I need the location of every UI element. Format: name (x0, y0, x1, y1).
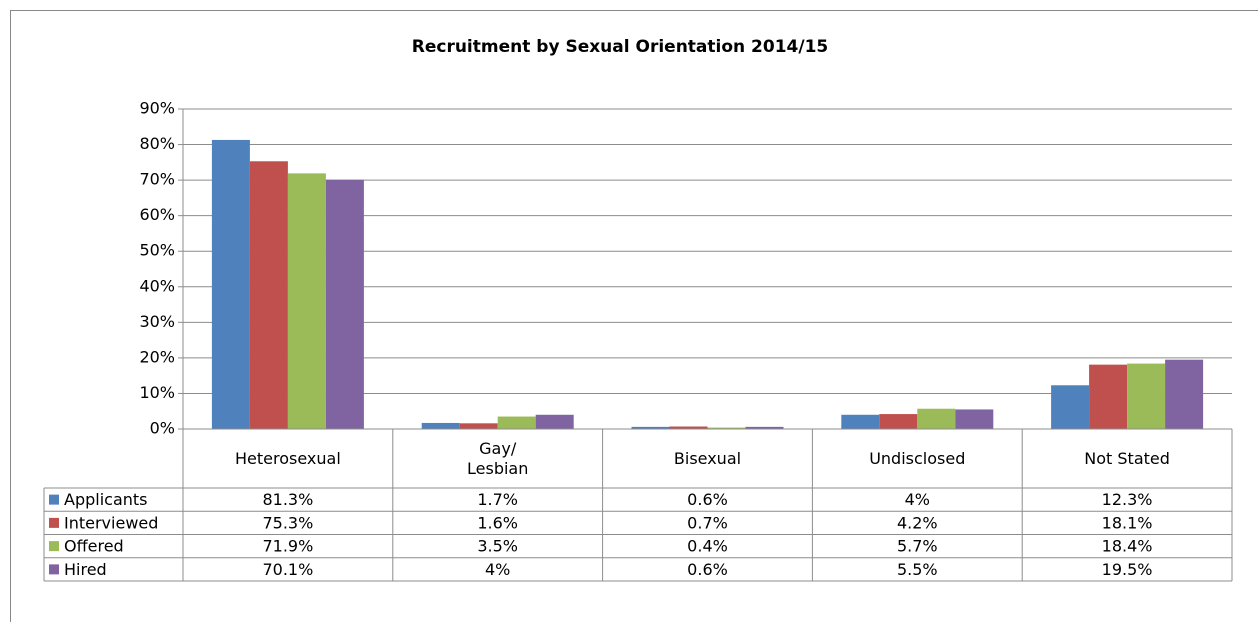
data-label: 0.6% (687, 560, 728, 579)
bar (631, 426, 670, 429)
data-label: 0.7% (687, 513, 728, 532)
legend-swatch (49, 517, 59, 528)
data-label: 5.5% (897, 560, 938, 579)
x-tick-label: Heterosexual (235, 448, 341, 468)
data-label: 0.6% (687, 490, 728, 509)
x-tick-label: Undisclosed (869, 448, 966, 468)
bar (879, 414, 918, 429)
y-tick-label: 0% (150, 419, 175, 438)
bar (669, 426, 708, 429)
bar (535, 414, 574, 429)
bar (249, 161, 288, 429)
bar (1165, 359, 1204, 429)
legend-label: Applicants (64, 490, 148, 509)
data-label: 71.9% (262, 537, 313, 556)
legend-swatch (49, 541, 59, 552)
x-tick-label: Not Stated (1084, 448, 1170, 468)
data-label: 4.2% (897, 513, 938, 532)
x-tick-label: Bisexual (673, 448, 742, 468)
y-tick-label: 60% (139, 205, 175, 224)
bar (745, 426, 784, 429)
bar (1089, 364, 1128, 429)
data-label: 4% (905, 490, 930, 509)
data-label: 19.5% (1102, 560, 1153, 579)
chart-border (10, 10, 1258, 622)
data-label: 12.3% (1102, 490, 1153, 509)
bar (955, 409, 994, 429)
data-label: 1.6% (477, 513, 518, 532)
y-tick-label: 20% (139, 347, 175, 366)
bar (841, 414, 880, 429)
y-tick-label: 30% (139, 312, 175, 331)
y-tick-label: 50% (139, 241, 175, 260)
bar (287, 173, 326, 429)
legend-label: Interviewed (64, 513, 158, 532)
chart-title: Recruitment by Sexual Orientation 2014/1… (412, 37, 828, 57)
bar (917, 408, 956, 429)
legend-swatch (49, 564, 59, 575)
bar (1127, 363, 1166, 429)
data-label: 3.5% (477, 537, 518, 556)
data-label: 18.4% (1102, 537, 1153, 556)
bar (1051, 385, 1090, 429)
data-label: 1.7% (477, 490, 518, 509)
bar (707, 427, 746, 429)
data-label: 5.7% (897, 537, 938, 556)
y-tick-label: 10% (139, 383, 175, 402)
bar (497, 416, 536, 429)
legend-label: Offered (64, 537, 124, 556)
bar (459, 423, 498, 429)
y-tick-label: 90% (139, 99, 175, 118)
legend-swatch (49, 494, 59, 505)
y-tick-label: 70% (139, 170, 175, 189)
legend-label: Hired (64, 560, 107, 579)
y-tick-label: 40% (139, 276, 175, 295)
data-label: 4% (485, 560, 510, 579)
bar (421, 422, 460, 429)
y-tick-label: 80% (139, 134, 175, 153)
x-tick-label: Gay/ Lesbian (467, 438, 529, 478)
data-label: 0.4% (687, 537, 728, 556)
data-label: 18.1% (1102, 513, 1153, 532)
bar (325, 179, 364, 429)
data-label: 70.1% (262, 560, 313, 579)
data-label: 75.3% (262, 513, 313, 532)
bar (211, 139, 250, 429)
data-label: 81.3% (262, 490, 313, 509)
